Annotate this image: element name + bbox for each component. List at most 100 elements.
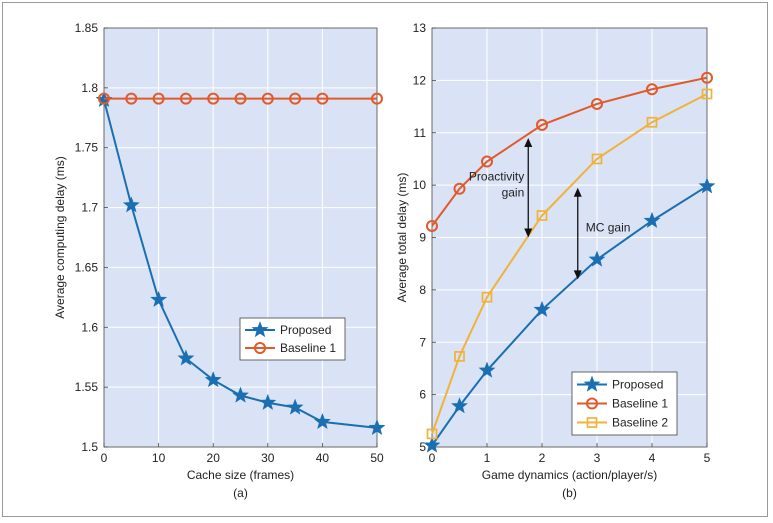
panel-a-data-point xyxy=(152,92,165,105)
panel-a-data-point xyxy=(234,92,247,105)
panel-b-x-tick-label: 3 xyxy=(594,451,601,465)
legend-label: Proposed xyxy=(612,378,663,392)
panel-b-data-point xyxy=(454,351,465,362)
panel-a-legend: Proposed Baseline 1 xyxy=(239,317,346,361)
panel-b-x-axis-label: Game dynamics (action/player/s) xyxy=(482,468,657,482)
panel-b-x-tick-label: 2 xyxy=(539,451,546,465)
legend-marker xyxy=(586,417,598,428)
panel-b-annotation-text: Proactivity xyxy=(469,170,524,184)
panel-b-y-tick-label: 7 xyxy=(419,335,426,349)
panel-b-data-point xyxy=(698,177,716,194)
panel-a-plot-area xyxy=(104,28,377,447)
panel-a-data-point xyxy=(261,92,274,105)
panel-b-data-point xyxy=(588,250,606,267)
panel-b-data-point xyxy=(478,361,496,378)
panel-b-annotation-text: gain xyxy=(502,186,525,200)
panel-b-x-tick-label: 1 xyxy=(484,451,491,465)
arrow-head-up xyxy=(573,187,582,197)
legend-marker xyxy=(251,321,269,338)
legend-marker xyxy=(586,397,598,410)
panel-a-data-point xyxy=(150,290,168,307)
panel-a-y-tick-label: 1.6 xyxy=(81,320,98,334)
panel-b-data-point xyxy=(481,155,493,168)
panel-a-series-proposed xyxy=(95,90,386,436)
panel-a-data-point xyxy=(259,393,277,410)
panel-a-data-point xyxy=(313,413,331,430)
panel-a-x-tick-label: 0 xyxy=(101,451,108,465)
panel-b-data-point xyxy=(643,211,661,228)
panel-a-data-point xyxy=(177,349,195,366)
panel-b-y-tick-label: 6 xyxy=(419,388,426,402)
panel-a-data-point xyxy=(232,386,249,403)
panel-a-series-baseline-1 xyxy=(98,92,383,105)
panel-a-x-tick-label: 50 xyxy=(370,451,384,465)
panel-b-y-tick-label: 13 xyxy=(413,21,427,35)
figure-border xyxy=(2,2,768,517)
panel-a-series-line xyxy=(103,99,378,429)
panel-b-series-baseline-1 xyxy=(426,71,713,232)
legend-label: Baseline 2 xyxy=(612,416,668,430)
panel-b-data-point xyxy=(536,210,548,221)
panel-b-legend: Proposed Baseline 1 Baseline 2 xyxy=(571,371,678,436)
panel-a-x-axis-label: Cache size (frames) xyxy=(187,468,294,482)
legend-label: Baseline 1 xyxy=(280,341,336,355)
panel-a-y-tick-label: 1.75 xyxy=(75,141,99,155)
panel-b-data-point xyxy=(426,219,438,232)
panel-a-y-tick-label: 1.8 xyxy=(81,81,98,95)
panel-b-x-tick-label: 4 xyxy=(649,451,656,465)
panel-a-axes-frame xyxy=(103,27,378,448)
panel-b-annotation-text: MC gain xyxy=(586,221,631,235)
panel-a-data-point xyxy=(286,398,304,415)
panel-a-data-point xyxy=(179,92,192,105)
panel-b-data-point xyxy=(451,397,468,414)
panel-b-y-axis-label: Average total delay (ms) xyxy=(395,173,409,303)
panel-b-y-tick-label: 9 xyxy=(419,231,426,245)
panel-b-data-point xyxy=(533,300,551,317)
panel-b-annotation-0: Proactivity gain xyxy=(469,137,533,238)
panel-a-x-tick-label: 20 xyxy=(207,451,221,465)
panel-b-data-point xyxy=(536,118,548,131)
panel-b-annotation-1: MC gain xyxy=(573,187,631,280)
panel-b-x-tick-label: 5 xyxy=(704,451,711,465)
panel-b-series-line xyxy=(431,93,708,435)
panel-b-label: (b) xyxy=(562,486,577,500)
panel-a-y-tick-label: 1.7 xyxy=(81,201,98,215)
panel-a-y-axis-label: Average computing delay (ms) xyxy=(53,156,67,319)
panel-a-data-point xyxy=(98,92,110,105)
panel-a-data-point xyxy=(371,92,383,105)
panel-a-y-tick-label: 1.85 xyxy=(75,21,99,35)
panel-a-x-tick-label: 30 xyxy=(261,451,275,465)
panel-a: 0 10 20 30 40 50 1.5 1.55 1.6 1.65 1.7 1.75 1.8 1.85 C… xyxy=(53,21,386,500)
panel-b-data-point xyxy=(701,71,713,84)
panel-b-x-tick-label: 0 xyxy=(429,451,436,465)
panel-a-data-point xyxy=(125,92,138,105)
panel-b-y-tick-label: 11 xyxy=(414,126,427,140)
panel-a-y-tick-label: 1.55 xyxy=(75,380,99,394)
panel-b-data-point xyxy=(591,153,603,165)
panel-b-data-point xyxy=(426,428,438,440)
panel-a-y-tick-label: 1.5 xyxy=(81,440,98,454)
panel-b-data-point xyxy=(701,88,713,100)
panel-a-y-tick-label: 1.65 xyxy=(75,260,99,274)
panel-a-x-tick-label: 10 xyxy=(152,451,166,465)
panel-b-series-baseline-2 xyxy=(426,88,713,440)
legend-marker xyxy=(583,375,601,392)
panel-b-series-line xyxy=(431,76,708,227)
panel-a-data-point xyxy=(316,92,329,105)
panel-b-data-point xyxy=(646,83,658,96)
panel-b-data-point xyxy=(481,291,493,303)
panel-b-y-tick-label: 5 xyxy=(419,440,426,454)
panel-b-data-point xyxy=(646,116,658,128)
panel-a-data-point xyxy=(289,92,302,105)
legend-label: Baseline 1 xyxy=(612,397,668,411)
panel-a-data-point xyxy=(204,371,222,388)
legend-marker xyxy=(254,342,266,354)
panel-b-y-tick-label: 10 xyxy=(413,178,427,192)
panel-b-y-tick-label: 8 xyxy=(419,283,426,297)
panel-b-data-point xyxy=(591,97,603,110)
panel-a-label: (a) xyxy=(233,486,248,500)
arrow-head-down xyxy=(573,270,582,280)
